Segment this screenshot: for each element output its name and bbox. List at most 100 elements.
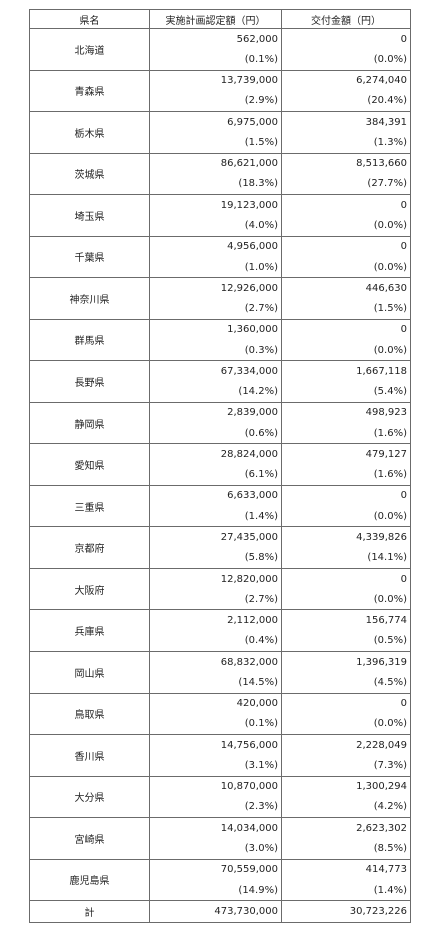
table-row-percent: (14.2%) (5.4%) <box>30 381 411 403</box>
granted-percent-cell: (0.0%) <box>281 339 411 362</box>
approved-percent-cell: (3.1%) <box>149 755 282 777</box>
approved-percent-cell: (0.4%) <box>149 630 282 652</box>
approved-amount-cell: 13,739,000 <box>149 69 282 91</box>
approved-percent-cell: (6.1%) <box>149 464 282 486</box>
granted-amount-cell: 0 <box>281 235 411 257</box>
approved-amount-cell: 4,956,000 <box>149 235 282 257</box>
table-row-percent: (3.0%) (8.5%) <box>30 838 411 860</box>
prefecture-cell: 大分県 <box>29 775 150 819</box>
approved-amount-cell: 1,360,000 <box>149 318 282 340</box>
table-row: 静岡県 2,839,000 498,923 <box>29 401 411 445</box>
prefecture-cell: 北海道 <box>29 28 150 71</box>
table-row: 神奈川県 12,926,000 446,630 <box>29 277 411 320</box>
approved-percent-cell: (14.5%) <box>149 672 282 694</box>
table-row: 群馬県 1,360,000 0 <box>29 318 411 362</box>
approved-amount-cell: 10,870,000 <box>149 775 282 797</box>
table-row: 宮崎県 14,034,000 2,623,302 <box>29 817 411 860</box>
granted-percent-cell: (7.3%) <box>281 755 411 777</box>
approved-percent-cell: (3.0%) <box>149 838 282 860</box>
table-row-percent: (1.4%) (0.0%) <box>30 506 411 528</box>
approved-amount-cell: 2,112,000 <box>149 609 282 631</box>
granted-amount-cell: 1,396,319 <box>281 650 411 673</box>
granted-amount-cell: 0 <box>281 318 411 340</box>
total-row: 計 473,730,000 30,723,226 <box>29 900 411 923</box>
approved-percent-cell: (0.6%) <box>149 423 282 445</box>
granted-amount-cell: 479,127 <box>281 443 411 465</box>
table-row: 大阪府 12,820,000 0 <box>29 567 411 611</box>
table-row: 京都府 27,435,000 4,339,826 <box>29 526 411 569</box>
prefecture-cell: 兵庫県 <box>29 609 150 652</box>
prefecture-cell: 神奈川県 <box>29 277 150 320</box>
granted-percent-cell: (0.0%) <box>281 713 411 736</box>
approved-amount-cell: 562,000 <box>149 28 282 50</box>
prefecture-cell: 長野県 <box>29 360 150 403</box>
approved-percent-cell: (1.5%) <box>149 132 282 154</box>
table-row: 香川県 14,756,000 2,228,049 <box>29 734 411 777</box>
granted-percent-cell: (0.0%) <box>281 506 411 528</box>
granted-amount-cell: 1,667,118 <box>281 360 411 382</box>
granted-percent-cell: (0.0%) <box>281 49 411 71</box>
approved-percent-cell: (2.3%) <box>149 796 282 819</box>
granted-amount-cell: 1,300,294 <box>281 775 411 797</box>
table-header-row: 県名 実施計画認定額（円） 交付金額（円） <box>29 9 411 29</box>
granted-percent-cell: (0.0%) <box>281 215 411 237</box>
table-row: 三重県 6,633,000 0 <box>29 484 411 528</box>
granted-amount-cell: 2,623,302 <box>281 817 411 839</box>
approved-percent-cell: (2.7%) <box>149 298 282 320</box>
table-row: 大分県 10,870,000 1,300,294 <box>29 775 411 819</box>
prefecture-cell: 栃木県 <box>29 111 150 154</box>
granted-percent-cell: (0.5%) <box>281 630 411 652</box>
approved-amount-cell: 12,926,000 <box>149 277 282 299</box>
granted-percent-cell: (1.5%) <box>281 298 411 320</box>
approved-amount-cell: 67,334,000 <box>149 360 282 382</box>
table-row: 茨城県 86,621,000 8,513,660 <box>29 152 411 196</box>
approved-amount-cell: 19,123,000 <box>149 194 282 216</box>
prefecture-cell: 青森県 <box>29 69 150 113</box>
granted-amount-cell: 0 <box>281 567 411 590</box>
table-row: 千葉県 4,956,000 0 <box>29 235 411 279</box>
granted-percent-cell: (14.1%) <box>281 547 411 569</box>
total-label: 計 <box>29 900 150 923</box>
granted-percent-cell: (1.3%) <box>281 132 411 154</box>
approved-percent-cell: (4.0%) <box>149 215 282 237</box>
table-row-percent: (2.7%) (0.0%) <box>30 589 411 611</box>
table-row: 愛知県 28,824,000 479,127 <box>29 443 411 486</box>
table-row: 青森県 13,739,000 6,274,040 <box>29 69 411 113</box>
header-prefecture: 県名 <box>29 9 150 29</box>
document-page: 県名 実施計画認定額（円） 交付金額（円） 北海道 562,000 0 (0.1%)(… <box>29 9 411 923</box>
granted-amount-cell: 2,228,049 <box>281 734 411 756</box>
table-row-percent: (0.1%) (0.0%) <box>30 49 411 71</box>
prefecture-cell: 群馬県 <box>29 318 150 362</box>
approved-percent-cell: (18.3%) <box>149 173 282 196</box>
granted-percent-cell: (27.7%) <box>281 173 411 196</box>
approved-amount-cell: 28,824,000 <box>149 443 282 465</box>
approved-amount-cell: 2,839,000 <box>149 401 282 424</box>
prefecture-cell: 京都府 <box>29 526 150 569</box>
table-row: 埼玉県 19,123,000 0 <box>29 194 411 237</box>
table-row: 岡山県 68,832,000 1,396,319 <box>29 650 411 694</box>
approved-percent-cell: (1.4%) <box>149 506 282 528</box>
header-granted-amount: 交付金額（円） <box>281 9 411 29</box>
table-row-percent: (2.9%) (20.4%) <box>30 90 411 113</box>
prefecture-cell: 鳥取県 <box>29 692 150 736</box>
approved-percent-cell: (0.1%) <box>149 713 282 736</box>
header-approved-amount: 実施計画認定額（円） <box>149 9 282 29</box>
table-row-percent: (0.1%) (0.0%) <box>30 713 411 736</box>
granted-percent-cell: (4.2%) <box>281 796 411 819</box>
granted-amount-cell: 6,274,040 <box>281 69 411 91</box>
table-row: 鳥取県 420,000 0 <box>29 692 411 736</box>
granted-percent-cell: (4.5%) <box>281 672 411 694</box>
table-row: 栃木県 6,975,000 384,391 <box>29 111 411 154</box>
total-approved-amount: 473,730,000 <box>149 900 282 923</box>
granted-percent-cell: (5.4%) <box>281 381 411 403</box>
prefecture-cell: 大阪府 <box>29 567 150 611</box>
table-row: 長野県 67,334,000 1,667,118 <box>29 360 411 403</box>
approved-percent-cell: (2.9%) <box>149 90 282 113</box>
approved-amount-cell: 420,000 <box>149 692 282 714</box>
prefecture-cell: 茨城県 <box>29 152 150 196</box>
granted-percent-cell: (1.6%) <box>281 464 411 486</box>
table-row: 北海道 562,000 0 <box>29 28 411 71</box>
approved-amount-cell: 14,756,000 <box>149 734 282 756</box>
prefecture-cell: 岡山県 <box>29 650 150 694</box>
prefecture-cell: 三重県 <box>29 484 150 528</box>
